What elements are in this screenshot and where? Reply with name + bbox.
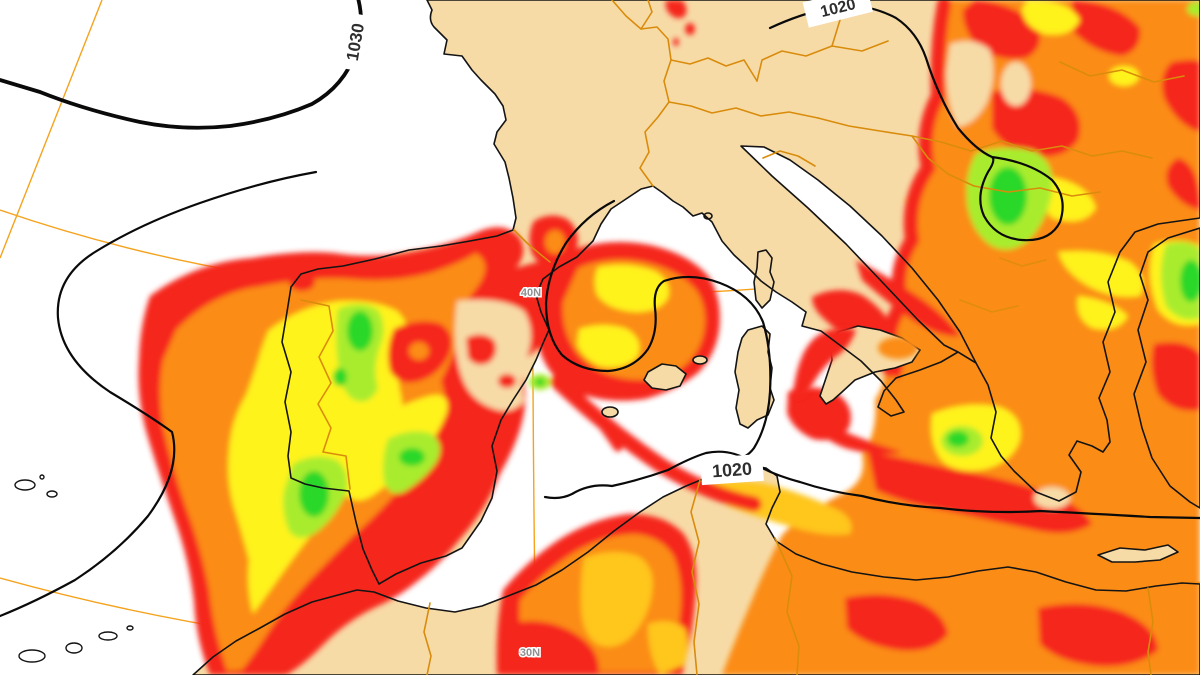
island-dot <box>39 474 45 480</box>
border-line <box>970 140 1153 159</box>
border-line <box>668 101 819 119</box>
isobar-1020-top-line <box>768 4 1064 242</box>
shading-field <box>138 0 1200 675</box>
shading-blob <box>722 0 1200 675</box>
shading-blob <box>333 368 347 386</box>
island-canary <box>65 642 83 654</box>
island-madeira <box>14 479 36 491</box>
island-ibiza <box>601 406 619 418</box>
shading-blob <box>1058 251 1144 297</box>
shading-blob <box>665 0 687 19</box>
shading-blob <box>647 621 688 675</box>
label-halo <box>802 0 873 28</box>
shading-blob <box>299 471 329 517</box>
border-line <box>762 150 816 167</box>
shading-blob <box>594 264 670 313</box>
shading-blob <box>1180 260 1200 302</box>
latitude-label-40n: 40N <box>521 287 541 299</box>
shading-blob <box>347 311 373 351</box>
shading-blob <box>962 0 1040 59</box>
shading-blob <box>569 385 623 452</box>
shading-blob <box>1022 0 1080 35</box>
latitude-labels: 40N 30N <box>518 286 542 661</box>
border-line <box>1147 587 1154 675</box>
shading-blob <box>1109 66 1139 86</box>
border-line <box>300 299 351 490</box>
shading-blob <box>1166 158 1200 210</box>
meridian-line-west <box>0 0 103 259</box>
border-line <box>1059 61 1185 83</box>
shading-blob <box>1077 296 1128 330</box>
isobar-label-1020-central: 1020 <box>700 453 764 486</box>
shading-blob <box>498 621 599 675</box>
shading-blob <box>1072 0 1141 56</box>
border-line <box>774 537 800 675</box>
shading-blob <box>989 167 1027 225</box>
isobar-label-1020-top: 1020 <box>802 0 873 28</box>
shading-blob <box>577 325 640 368</box>
label-halo <box>339 12 371 72</box>
shading-blob <box>868 452 1092 533</box>
shading-blob <box>673 38 679 46</box>
island-canary <box>126 625 134 631</box>
border-line <box>423 602 432 675</box>
isobar-1020-south-line <box>543 450 1200 520</box>
shading-blob <box>710 480 852 535</box>
island-canary <box>98 631 118 641</box>
border-line <box>999 257 1047 267</box>
country-borders <box>300 0 1185 675</box>
isobar-label-1030: 1030 <box>339 12 371 72</box>
shading-blob <box>580 551 653 647</box>
border-line <box>670 57 758 82</box>
border-line <box>911 135 975 187</box>
shading-blob <box>992 89 1080 157</box>
label-halo <box>700 453 764 486</box>
border-line <box>640 0 653 30</box>
shading-blob <box>289 273 315 291</box>
shading-blob <box>845 594 948 651</box>
shading-blob <box>878 337 918 359</box>
isobar-label-text: 1020 <box>711 459 752 482</box>
island-canary <box>18 649 46 663</box>
shading-blob <box>545 230 565 254</box>
isobar-labels: 1030 1020 1020 <box>339 0 873 486</box>
border-line <box>959 299 1019 313</box>
border-line <box>817 117 972 152</box>
shading-blob <box>947 431 969 447</box>
shading-blob <box>685 23 695 35</box>
shading-blob <box>1038 603 1158 667</box>
isobar-1020-hook-line <box>544 199 772 462</box>
border-line <box>611 0 672 103</box>
shading-blob <box>399 448 425 466</box>
border-line <box>513 229 551 263</box>
shading-blob <box>498 374 516 388</box>
island-menorca <box>692 355 708 365</box>
shading-blob <box>816 422 902 455</box>
shading-gap <box>1001 62 1031 106</box>
isobar-layer <box>0 0 1200 618</box>
shading-blob <box>466 334 497 365</box>
shading-blob <box>1151 342 1200 411</box>
shading-blob <box>1187 2 1200 16</box>
border-line <box>756 40 889 82</box>
shading-blob <box>787 387 851 441</box>
isobar-atlantic-line <box>0 170 318 618</box>
shading-blob <box>1042 176 1096 222</box>
shading-gap <box>946 41 994 127</box>
latitude-label-30n: 30N <box>520 647 540 659</box>
island-madeira-minor <box>46 490 58 498</box>
shading-blob <box>409 342 429 360</box>
border-line <box>639 101 670 187</box>
border-line <box>973 185 1101 197</box>
shading-blob <box>856 260 960 337</box>
shading-blob <box>535 378 545 386</box>
border-line <box>690 479 701 675</box>
